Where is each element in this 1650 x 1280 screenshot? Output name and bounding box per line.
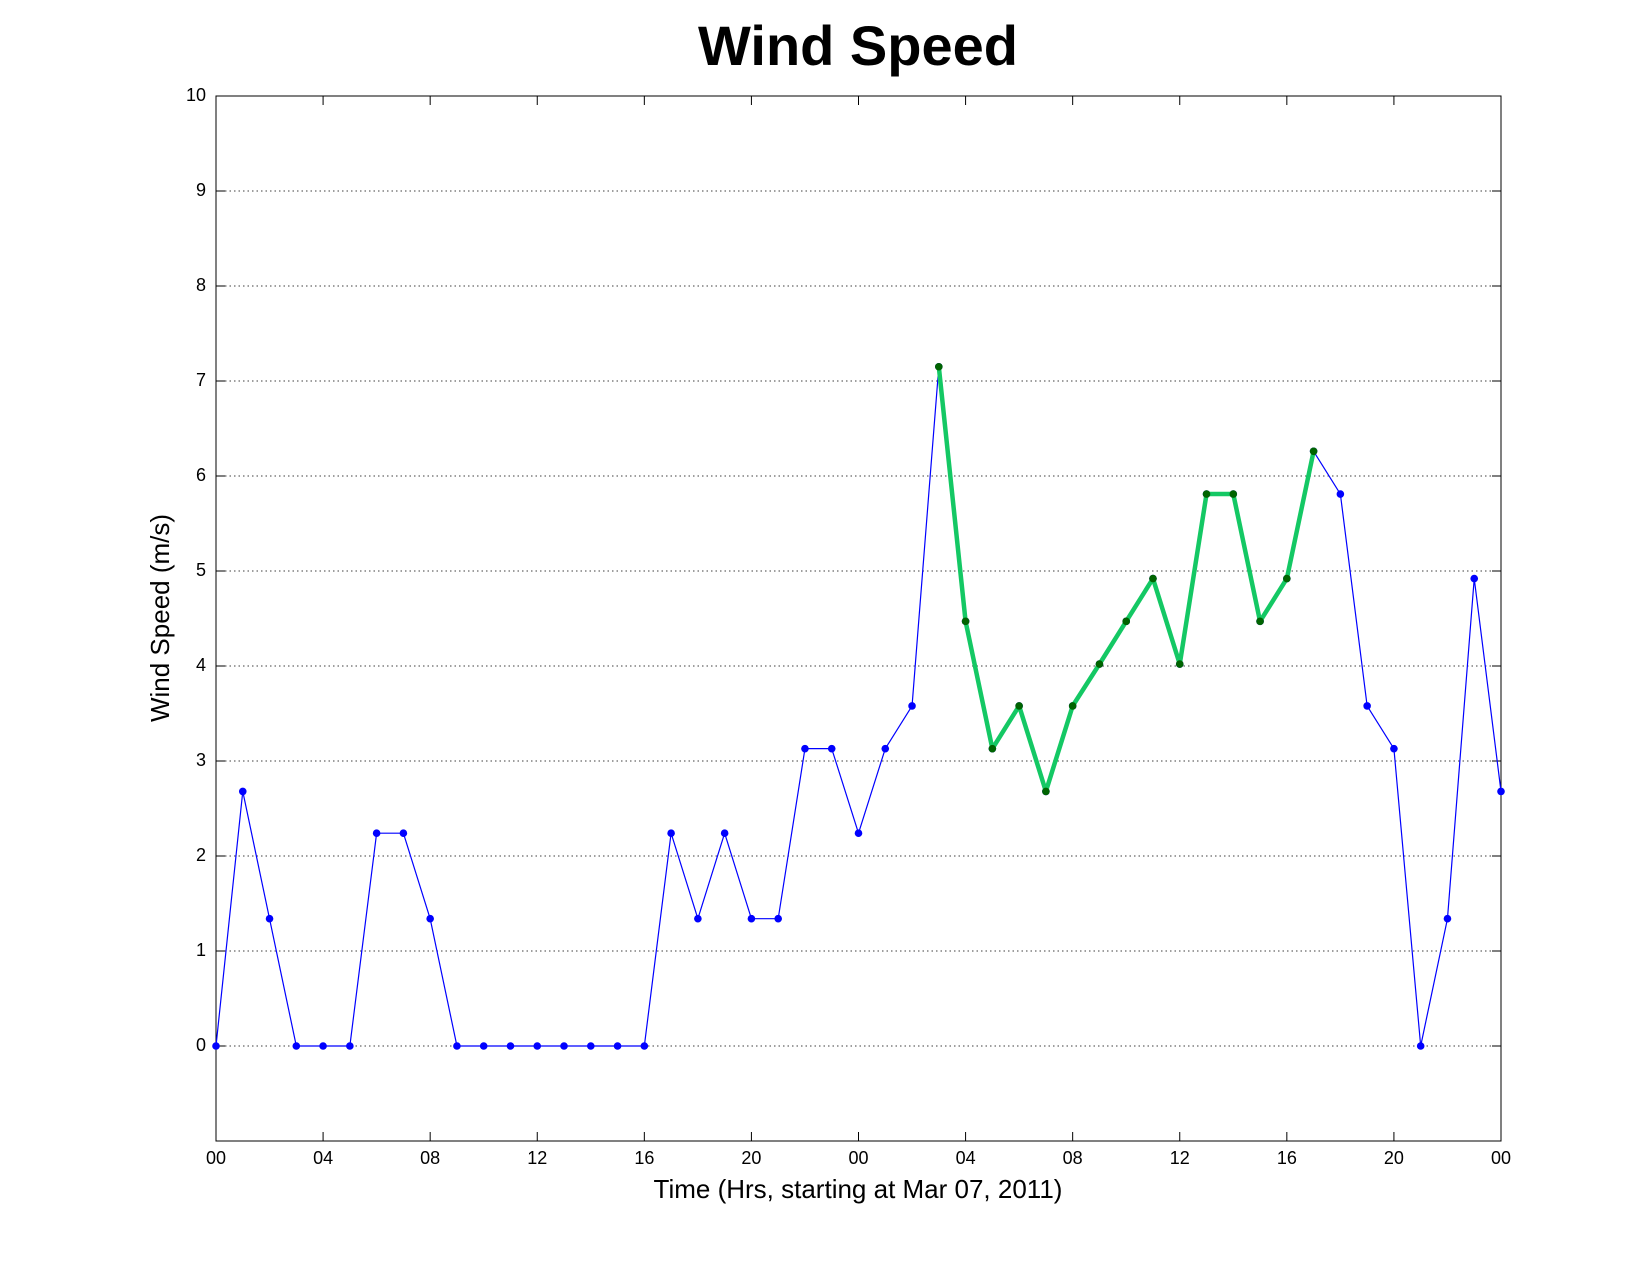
y-tick-label: 6 [196,465,206,485]
data-line [936,366,1316,794]
y-tick-label: 3 [196,750,206,770]
data-point [801,744,809,753]
data-point [1443,914,1452,923]
y-tick-label: 8 [196,275,206,295]
data-point [426,914,434,923]
data-point [1149,574,1157,583]
data-point [1042,787,1050,796]
data-point [586,1042,595,1050]
x-tick-label: 16 [1277,1148,1297,1168]
data-point [935,362,943,371]
data-point [1363,702,1371,710]
x-tick-label: 00 [1491,1148,1511,1168]
y-tick-label: 4 [196,655,206,675]
data-point [908,702,916,710]
x-tick-label: 16 [634,1148,654,1168]
data-point [854,829,863,837]
data-point [720,829,729,837]
data-point [265,914,274,923]
data-point [640,1042,649,1050]
data-point [1497,787,1505,796]
data-point [533,1042,542,1050]
data-point [747,914,756,923]
data-point [506,1042,515,1050]
data-point [881,744,890,753]
data-point [292,1042,301,1050]
data-point [1175,660,1184,668]
data-point [988,744,997,753]
data-point [479,1042,488,1050]
y-tick-label: 2 [196,845,206,865]
y-tick-label: 0 [196,1035,206,1055]
data-point [319,1042,327,1050]
data-point [1095,660,1104,668]
data-point [399,829,408,837]
data-point [827,744,836,753]
data-point [1202,490,1211,498]
data-point [346,1042,354,1050]
data-point [1229,490,1238,498]
x-tick-label: 04 [313,1148,333,1168]
data-point [1015,702,1023,710]
x-tick-label: 20 [1384,1148,1404,1168]
y-tick-label: 10 [186,85,206,105]
data-point [613,1042,622,1050]
data-point [1470,574,1479,583]
data-point [212,1042,220,1050]
data-point [774,914,782,923]
x-tick-label: 04 [956,1148,976,1168]
data-point [667,829,675,837]
data-point [453,1042,461,1050]
x-tick-label: 08 [1063,1148,1083,1168]
y-tick-label: 9 [196,180,206,200]
data-point [1122,617,1131,626]
data-point [1283,574,1291,583]
x-tick-label: 12 [527,1148,547,1168]
y-tick-label: 5 [196,560,206,580]
chart-title: Wind Speed [698,14,1018,77]
data-point [1336,490,1345,498]
x-tick-label: 12 [1170,1148,1190,1168]
data-point [238,787,247,796]
x-tick-label: 20 [741,1148,761,1168]
data-point [1416,1042,1425,1050]
plot-frame [215,95,1502,1142]
data-point [961,617,970,626]
data-point [1390,744,1398,753]
x-tick-label: 00 [206,1148,226,1168]
data-point [560,1042,568,1050]
data-point [372,829,381,837]
data-point [1068,702,1077,710]
data-point [1309,447,1318,456]
x-tick-label: 08 [420,1148,440,1168]
y-axis-label: Wind Speed (m/s) [145,514,175,722]
data-point [1256,617,1264,626]
x-tick-label: 00 [848,1148,868,1168]
data-point [694,914,702,923]
y-tick-label: 1 [196,940,206,960]
y-tick-label: 7 [196,370,206,390]
x-axis-label: Time (Hrs, starting at Mar 07, 2011) [654,1174,1063,1204]
